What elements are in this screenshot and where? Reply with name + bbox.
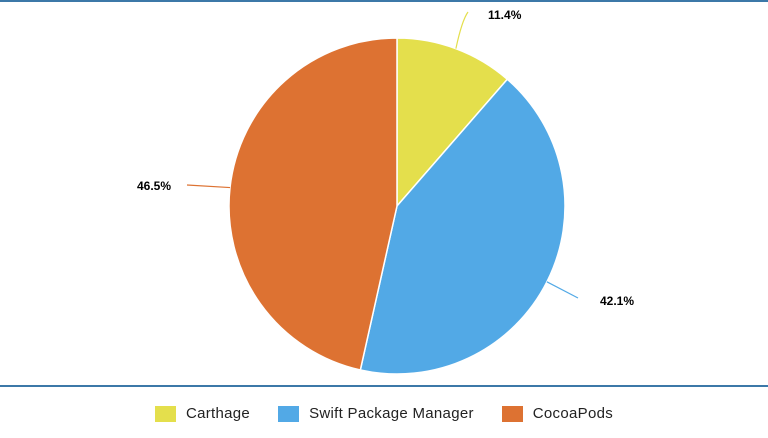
legend-label-swift-package-manager: Swift Package Manager: [309, 405, 474, 422]
leader-lines: [186, 11, 579, 299]
pie-chart: 11.4% 42.1% 46.5%: [137, 8, 634, 375]
legend-item-swift-package-manager[interactable]: Swift Package Manager: [278, 405, 474, 422]
legend-swatch-cocoapods: [501, 405, 523, 422]
legend-item-cocoapods[interactable]: CocoaPods: [501, 405, 614, 422]
data-label-swift-package-manager: 42.1%: [600, 294, 634, 308]
pie-slice-carthage[interactable]: [396, 37, 509, 209]
chart-legend: Carthage Swift Package Manager CocoaPods: [0, 405, 768, 422]
data-label-carthage: 11.4%: [488, 8, 522, 22]
leader-line-cocoapods: [186, 184, 231, 189]
legend-swatch-swift-package-manager: [278, 405, 300, 422]
data-labels: 11.4% 42.1% 46.5%: [137, 8, 634, 308]
leader-line-swift-package-manager: [546, 281, 579, 299]
pie-slice-swift-package-manager[interactable]: [359, 78, 566, 375]
pie-slices: [228, 37, 566, 375]
legend-item-carthage[interactable]: Carthage: [154, 405, 251, 422]
legend-label-cocoapods: CocoaPods: [532, 405, 614, 422]
legend-separator-line: [0, 385, 768, 387]
legend-swatch-carthage: [154, 405, 176, 422]
leader-line-carthage: [455, 11, 469, 49]
legend-label-carthage: Carthage: [185, 405, 251, 422]
pie-slice-cocoapods[interactable]: [228, 37, 398, 371]
top-border-line: [0, 0, 768, 2]
data-label-cocoapods: 46.5%: [137, 179, 171, 193]
